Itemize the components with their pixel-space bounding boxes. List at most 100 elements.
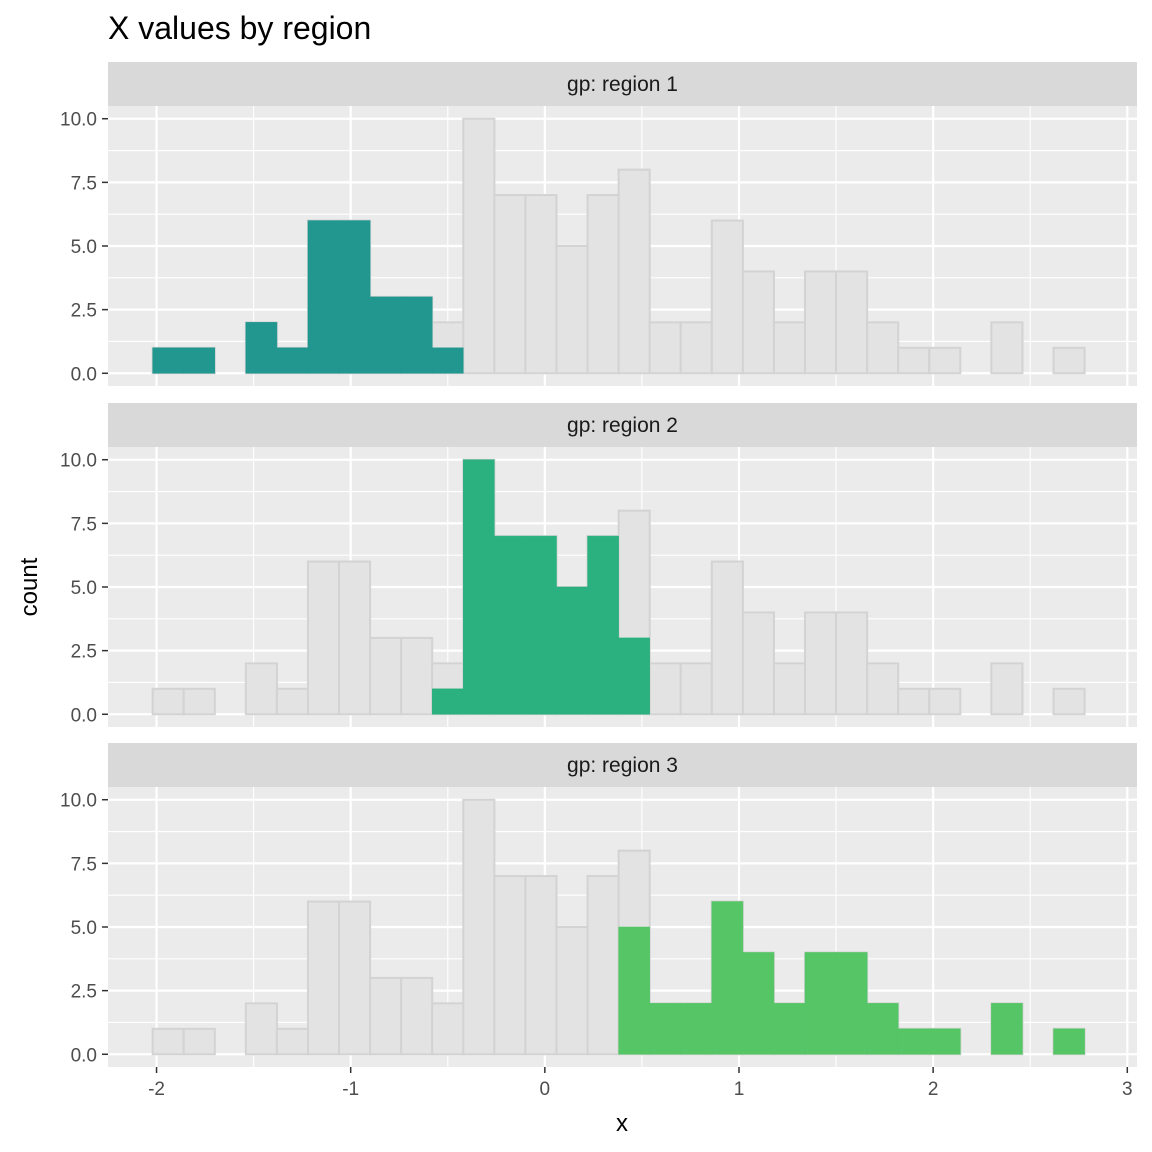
chart-title: X values by region [108,10,371,46]
background-bar [710,560,744,716]
background-bar [244,662,278,716]
highlight-bar [245,322,278,374]
background-bar [679,321,713,375]
background-bar [586,194,620,375]
highlight-bar [991,1003,1023,1055]
background-bar [648,662,682,716]
background-bar [555,926,589,1056]
highlight-bar [276,347,309,374]
y-tick-label: 5.0 [71,918,97,939]
y-tick-label: 7.5 [71,173,97,194]
background-bar [741,611,775,716]
highlight-bar [649,1003,681,1055]
y-tick-label: 0.0 [71,364,97,385]
background-bar [524,875,558,1056]
facet-panel-3: gp: region 3 0.0 2.5 5.0 7.5 10.0 [60,743,1137,1067]
highlight-bar [773,1003,806,1055]
background-bar [804,270,838,375]
x-tick-label: 2 [928,1079,939,1100]
facet-panel-2: gp: region 2 0.0 2.5 5.0 7.5 10.0 [60,403,1137,727]
x-tick-label: 0 [540,1079,551,1100]
highlight-bar [1053,1028,1085,1055]
highlight-bar [835,952,868,1055]
background-bar [493,875,527,1056]
background-bar [866,662,900,716]
background-bar [928,346,962,375]
background-bar [338,560,372,716]
highlight-bar [929,1028,961,1055]
y-tick-label: 2.5 [71,982,97,1003]
background-bar [275,687,309,716]
x-axis: -2 -1 0 1 2 3 [148,1067,1133,1100]
background-bar [990,321,1024,375]
highlight-bar [494,535,526,715]
facet-strip-label: gp: region 2 [567,414,678,437]
y-tick-label: 10.0 [60,791,97,812]
background-bar [897,346,931,375]
y-tick-label: 5.0 [71,578,97,599]
x-tick-label: 1 [734,1079,745,1100]
background-bar [400,636,434,716]
highlight-bar [152,347,184,374]
highlight-bar [742,952,775,1055]
facet-panel-1: gp: region 1 0.0 2.5 5.0 7.5 10.0 [60,62,1137,386]
background-bar [151,1027,185,1056]
background-bar [710,219,744,375]
highlight-bar [525,535,557,715]
facet-panels: gp: region 10.02.55.07.510.0gp: region 2… [60,62,1137,1067]
background-bar [1052,346,1086,375]
highlight-bar [431,347,464,374]
background-bar [369,976,403,1056]
background-bar [462,117,496,375]
background-bar [306,560,341,716]
y-tick-label: 5.0 [71,237,97,258]
facet-strip-label: gp: region 1 [567,73,678,96]
y-tick-label: 2.5 [71,642,97,663]
y-tick-label: 0.0 [71,705,97,726]
background-bar [555,245,589,375]
background-bar [400,976,434,1056]
y-tick-label: 7.5 [71,514,97,535]
background-bar [617,168,651,375]
background-bar [462,798,496,1056]
facet-strip [108,62,1137,106]
background-bar [772,662,807,716]
highlight-bar [804,952,837,1055]
background-bar [182,687,216,716]
background-bar [804,611,838,716]
facet-strip [108,403,1137,447]
background-bar [866,321,900,375]
highlight-bar [307,220,340,374]
highlight-bar [183,347,216,374]
highlight-bar [897,1028,930,1055]
background-bar [1052,687,1086,716]
background-bar [835,611,869,716]
background-bar [275,1027,309,1056]
highlight-bar [587,535,619,715]
x-tick-label: 3 [1122,1079,1133,1100]
highlight-bar [866,1003,899,1055]
highlight-bar [680,1003,713,1055]
background-bar [182,1027,216,1056]
facet-strip-label: gp: region 3 [567,754,678,777]
background-bar [648,321,682,375]
background-bar [772,321,807,375]
highlight-bar [338,220,371,374]
background-bar [897,687,931,716]
background-bar [151,687,185,716]
background-bar [835,270,869,375]
y-tick-label: 0.0 [71,1045,97,1066]
y-tick-label: 10.0 [60,451,97,472]
background-bar [741,270,775,375]
highlight-bar [711,901,744,1055]
x-axis-title: x [616,1110,628,1137]
background-bar [990,662,1024,716]
background-bar [369,636,403,716]
background-bar [244,1002,278,1056]
background-bar [679,662,713,716]
x-tick-label: -2 [148,1079,165,1100]
background-bar [524,194,558,375]
highlight-bar [463,459,495,715]
y-tick-label: 2.5 [71,301,97,322]
